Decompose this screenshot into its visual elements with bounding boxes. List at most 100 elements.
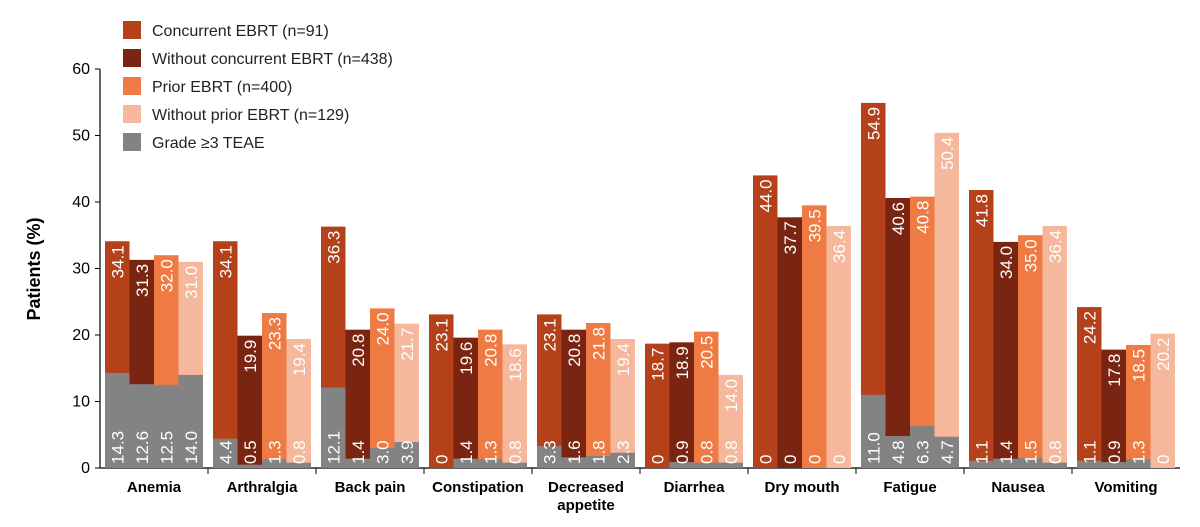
- grade3-label: 1.4: [997, 440, 1016, 464]
- category-label: Anemia: [127, 479, 182, 496]
- legend-swatch: [123, 77, 141, 95]
- data-label: 35.0: [1021, 239, 1040, 272]
- grade3-label: 0: [781, 455, 800, 464]
- y-tick-label: 0: [81, 460, 90, 477]
- data-label: 36.4: [1046, 230, 1065, 263]
- bar: [1042, 225, 1067, 468]
- grade3-bar: [934, 436, 959, 468]
- data-label: 44.0: [756, 179, 775, 212]
- grade3-label: 14.3: [108, 431, 127, 464]
- bar: [777, 217, 802, 468]
- grade3-bar: [178, 374, 203, 468]
- bar: [969, 190, 994, 468]
- grade3-label: 0.9: [1105, 440, 1124, 464]
- data-label: 34.1: [108, 245, 127, 278]
- data-label: 34.0: [997, 246, 1016, 279]
- data-label: 19.4: [614, 343, 633, 376]
- legend: Concurrent EBRT (n=91) Without concurrent…: [123, 21, 393, 152]
- grade3-label: 3.9: [398, 440, 417, 464]
- category-label: Constipation: [432, 479, 524, 496]
- grade3-label: 1.6: [565, 440, 584, 464]
- grade3-bar: [237, 464, 262, 468]
- grade3-bar: [262, 459, 287, 468]
- y-tick-label: 20: [72, 327, 90, 344]
- legend-label: Concurrent EBRT (n=91): [152, 23, 329, 40]
- grade3-label: 2.3: [614, 440, 633, 464]
- data-label: 19.9: [241, 340, 260, 373]
- category-label: Back pain: [335, 479, 406, 496]
- category-label: Vomiting: [1094, 479, 1157, 496]
- grade3-bar: [993, 458, 1018, 468]
- grade3-label: 0.5: [241, 440, 260, 464]
- grade3-label: 1.1: [972, 440, 991, 464]
- grade3-bar: [537, 446, 562, 468]
- grade3-label: 1.3: [1129, 440, 1148, 464]
- grade3-label: 1.5: [1021, 440, 1040, 464]
- bar: [1126, 344, 1151, 468]
- bar: [286, 338, 311, 468]
- data-label: 32.0: [157, 259, 176, 292]
- bar: [802, 205, 827, 468]
- data-label: 40.6: [889, 202, 908, 235]
- data-label: 23.3: [265, 317, 284, 350]
- legend-swatch: [123, 21, 141, 39]
- grade3-label: 0: [648, 455, 667, 464]
- grade3-label: 0.8: [722, 440, 741, 464]
- grade3-label: 1.3: [265, 440, 284, 464]
- grade3-bar: [669, 462, 694, 468]
- grade3-label: 1.3: [481, 440, 500, 464]
- grade3-bar: [453, 458, 478, 468]
- data-label: 54.9: [864, 107, 883, 140]
- grade3-bar: [370, 448, 395, 468]
- bar: [586, 323, 611, 468]
- grade3-label: 0: [830, 455, 849, 464]
- grade3-bar: [502, 462, 527, 468]
- bar: [910, 196, 935, 468]
- y-tick-label: 50: [72, 128, 90, 145]
- data-label: 14.0: [722, 379, 741, 412]
- grade3-label: 0.9: [673, 440, 692, 464]
- bar: [694, 331, 719, 468]
- grade3-bar: [154, 384, 179, 468]
- grade3-bar: [129, 384, 154, 468]
- bar: [453, 337, 478, 468]
- data-label: 18.9: [673, 346, 692, 379]
- bar: [645, 343, 670, 468]
- data-label: 20.8: [565, 334, 584, 367]
- category-label: Dry mouth: [765, 479, 840, 496]
- grade3-bar: [1042, 462, 1067, 468]
- grade3-label: 11.0: [864, 432, 883, 464]
- grade3-bar: [345, 458, 370, 468]
- category-label: Arthralgia: [227, 479, 299, 496]
- legend-swatch: [123, 105, 141, 123]
- data-label: 17.8: [1105, 354, 1124, 387]
- legend-swatch: [123, 49, 141, 67]
- category-label: Fatigue: [883, 479, 936, 496]
- legend-swatch: [123, 133, 141, 151]
- grade3-label: 0.8: [1046, 440, 1065, 464]
- y-tick-label: 60: [72, 61, 90, 78]
- category-label: Nausea: [991, 479, 1045, 496]
- data-label: 40.8: [913, 201, 932, 234]
- bar: [1101, 349, 1126, 468]
- grade3-label: 4.7: [938, 440, 957, 464]
- y-tick-label: 30: [72, 261, 90, 278]
- grade3-label: 0.8: [506, 440, 525, 464]
- grade3-bar: [286, 462, 311, 468]
- grade3-bar: [105, 372, 130, 468]
- data-label: 39.5: [805, 209, 824, 242]
- grade3-bar: [694, 462, 719, 468]
- bar: [826, 225, 851, 468]
- grade3-label: 6.3: [913, 440, 932, 464]
- grade3-label: 12.1: [324, 431, 343, 464]
- data-label: 23.1: [540, 318, 559, 351]
- grade3-label: 0: [1154, 455, 1173, 464]
- grade3-bar: [1101, 462, 1126, 468]
- data-label: 34.1: [216, 245, 235, 278]
- data-label: 41.8: [972, 194, 991, 227]
- category-label: Decreased: [548, 479, 624, 496]
- bar: [718, 374, 743, 468]
- bar: [1077, 307, 1102, 468]
- bars: [105, 102, 1175, 468]
- grade3-label: 14.0: [182, 431, 201, 464]
